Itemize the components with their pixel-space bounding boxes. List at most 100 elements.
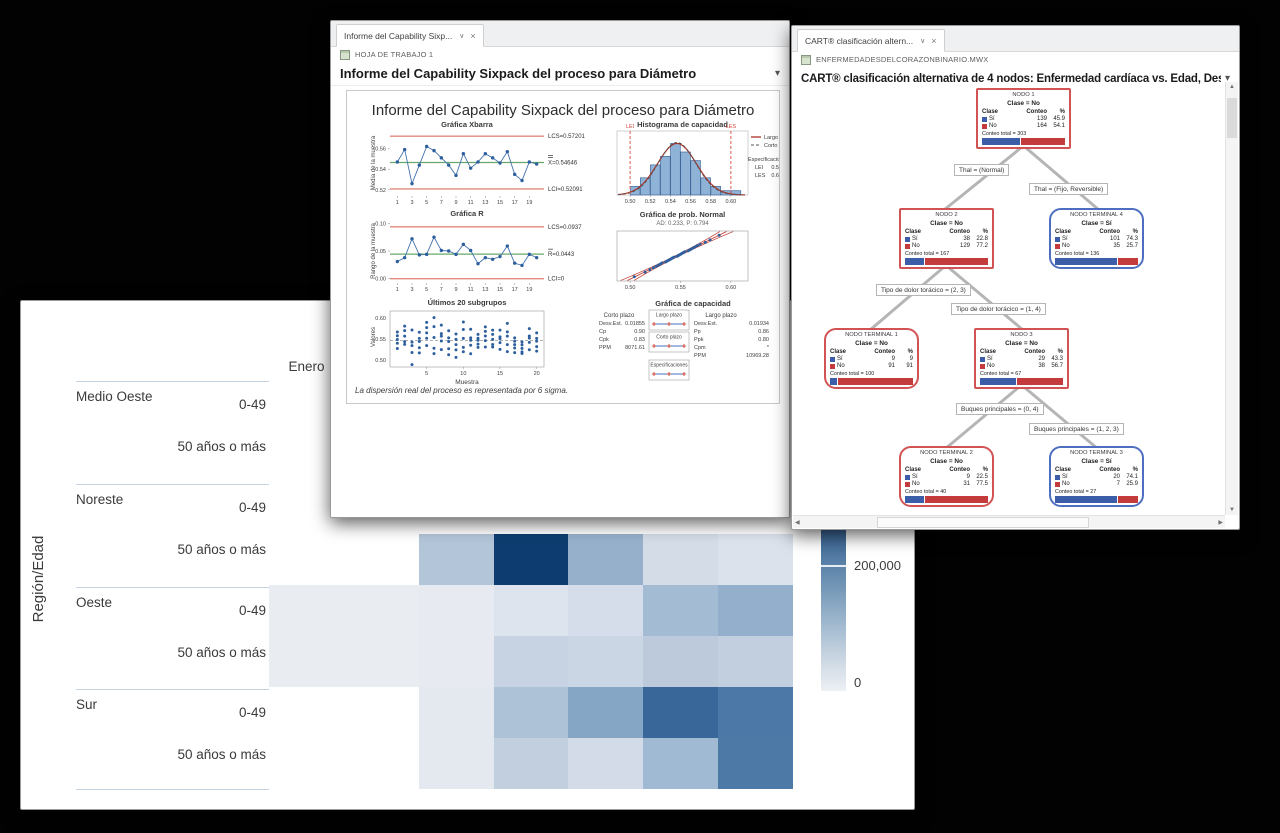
heatmap-cell[interactable] [269, 636, 344, 687]
tree-node[interactable]: NODO 1 Clase = No Clase Conteo% Sí 139 45.9 No 1… [976, 88, 1071, 149]
svg-text:10969.28: 10969.28 [746, 353, 769, 359]
vertical-scrollbar[interactable]: ▲ ▼ [1225, 82, 1238, 515]
horizontal-scroll-thumb[interactable] [877, 517, 1089, 528]
scroll-right-icon[interactable]: ▶ [1218, 520, 1223, 526]
svg-text:Muestra: Muestra [455, 379, 479, 386]
horizontal-scrollbar[interactable]: ◀ ▶ [793, 515, 1225, 528]
tree-node[interactable]: NODO TERMINAL 2 Clase = No Clase Conteo% Sí 9… [899, 446, 994, 507]
svg-text:Largo plazo: Largo plazo [764, 135, 779, 141]
heatmap-cell[interactable] [493, 738, 569, 789]
scroll-down-icon[interactable]: ▼ [1229, 507, 1235, 513]
heatmap-cell[interactable] [568, 738, 644, 789]
svg-text:Desv.Est.: Desv.Est. [694, 321, 718, 327]
tree-node[interactable]: NODO TERMINAL 4 Clase = Sí Clase Conteo% Sí 1… [1049, 208, 1144, 269]
svg-text:10: 10 [460, 371, 466, 377]
svg-text:0.56: 0.56 [375, 147, 386, 153]
heatmap-cell[interactable] [343, 585, 419, 636]
heatmap-cell[interactable] [718, 738, 793, 789]
svg-text:5: 5 [425, 200, 428, 206]
sixpack-window: Informe del Capability Sixp... ∨ × HOJA … [330, 20, 790, 518]
svg-text:0.86: 0.86 [758, 329, 769, 335]
svg-text:13: 13 [482, 200, 488, 206]
tree-node[interactable]: NODO 2 Clase = No Clase Conteo% Sí 38 22.8 No 12… [899, 208, 994, 269]
svg-text:0.60: 0.60 [375, 316, 386, 322]
svg-text:0.10: 0.10 [375, 221, 386, 227]
svg-text:0.60: 0.60 [726, 285, 737, 291]
tree-node[interactable]: NODO TERMINAL 1 Clase = No Clase Conteo% Sí 9… [824, 328, 919, 389]
heatmap-cell[interactable] [718, 636, 793, 687]
heatmap-cell[interactable] [343, 534, 419, 585]
svg-text:Pp: Pp [694, 329, 701, 335]
svg-text:Media de la muestra: Media de la muestra [371, 135, 377, 190]
tab-cart-clasificacion[interactable]: CART® clasificación altern... ∨ × [797, 29, 945, 52]
svg-text:LCS=0.0937: LCS=0.0937 [548, 225, 582, 231]
heatmap-cell[interactable] [718, 534, 793, 585]
scroll-left-icon[interactable]: ◀ [795, 520, 800, 526]
svg-text:11: 11 [468, 200, 474, 206]
heatmap-cell[interactable] [418, 687, 494, 738]
heatmap-cell[interactable] [643, 534, 719, 585]
split-rule-label: Tipo de dolor torácico = (1, 4) [951, 303, 1046, 315]
heatmap-cell[interactable] [418, 585, 494, 636]
svg-text:X=0.54646: X=0.54646 [548, 161, 578, 167]
scroll-up-icon[interactable]: ▲ [1229, 84, 1235, 90]
svg-text:LES: LES [726, 124, 737, 130]
row-age-label: 0-49 [238, 397, 266, 412]
svg-text:17: 17 [512, 200, 518, 206]
heatmap-cell[interactable] [493, 636, 569, 687]
heatmap-cell[interactable] [269, 585, 344, 636]
svg-text:0.52: 0.52 [645, 199, 656, 205]
sixpack-charts-svg: Informe del Capability Sixpack del proce… [355, 102, 779, 395]
heatmap-cell[interactable] [718, 687, 793, 738]
worksheet-name: ENFERMEDADESDELCORAZONBINARIO.MWX [816, 55, 989, 64]
heatmap-cell[interactable] [269, 534, 344, 585]
tree-node[interactable]: NODO 3 Clase = No Clase Conteo% Sí 29 43.3 No 38… [974, 328, 1069, 389]
heatmap-cell[interactable] [493, 687, 569, 738]
svg-text:15: 15 [497, 287, 503, 293]
close-icon[interactable]: × [470, 30, 476, 41]
heatmap-cell[interactable] [643, 636, 719, 687]
heatmap-cell[interactable] [269, 738, 344, 789]
legend-tick [821, 565, 846, 567]
worksheet-name: HOJA DE TRABAJO 1 [355, 50, 434, 59]
heatmap-cell[interactable] [493, 534, 569, 585]
heatmap-cell[interactable] [343, 687, 419, 738]
svg-text:Ppk: Ppk [694, 337, 704, 343]
worksheet-row: HOJA DE TRABAJO 1 [331, 47, 789, 62]
heatmap-cell[interactable] [269, 687, 344, 738]
heatmap-cell[interactable] [493, 585, 569, 636]
heatmap-cell[interactable] [418, 534, 494, 585]
tab-informe-capability[interactable]: Informe del Capability Sixp... ∨ × [336, 24, 484, 47]
dropdown-caret-icon[interactable]: ▾ [774, 68, 780, 79]
heatmap-cell[interactable] [418, 636, 494, 687]
svg-text:Últimos 20 subgrupos: Últimos 20 subgrupos [428, 298, 507, 307]
heatmap-cell[interactable] [568, 585, 644, 636]
tree-edges [869, 145, 1100, 451]
chevron-down-icon[interactable]: ∨ [920, 37, 926, 45]
heatmap-cell[interactable] [643, 738, 719, 789]
heatmap-cell[interactable] [643, 585, 719, 636]
svg-text:1: 1 [396, 287, 399, 293]
heatmap-cell[interactable] [568, 636, 644, 687]
heatmap-cell[interactable] [343, 738, 419, 789]
heatmap-cell[interactable] [568, 687, 644, 738]
heatmap-cell[interactable] [418, 738, 494, 789]
legend-min-label: 0 [854, 675, 862, 690]
svg-text:0.55: 0.55 [375, 337, 386, 343]
heatmap-cell[interactable] [643, 687, 719, 738]
heatmap-cell[interactable] [568, 534, 644, 585]
svg-text:0.54: 0.54 [665, 199, 676, 205]
cart-window: CART® clasificación altern... ∨ × ENFERM… [791, 25, 1240, 530]
heatmap-cell[interactable] [343, 636, 419, 687]
svg-text:7: 7 [440, 287, 443, 293]
bottom-divider [76, 789, 269, 790]
heatmap-cell[interactable] [718, 585, 793, 636]
row-age-label: 0-49 [238, 603, 266, 618]
tree-node[interactable]: NODO TERMINAL 3 Clase = Sí Clase Conteo% Sí 2… [1049, 446, 1144, 507]
chevron-down-icon[interactable]: ∨ [459, 32, 465, 40]
vertical-scroll-thumb[interactable] [1227, 98, 1237, 138]
dropdown-caret-icon[interactable]: ▾ [1224, 73, 1230, 84]
close-icon[interactable]: × [931, 35, 937, 46]
svg-text:15: 15 [497, 371, 503, 377]
